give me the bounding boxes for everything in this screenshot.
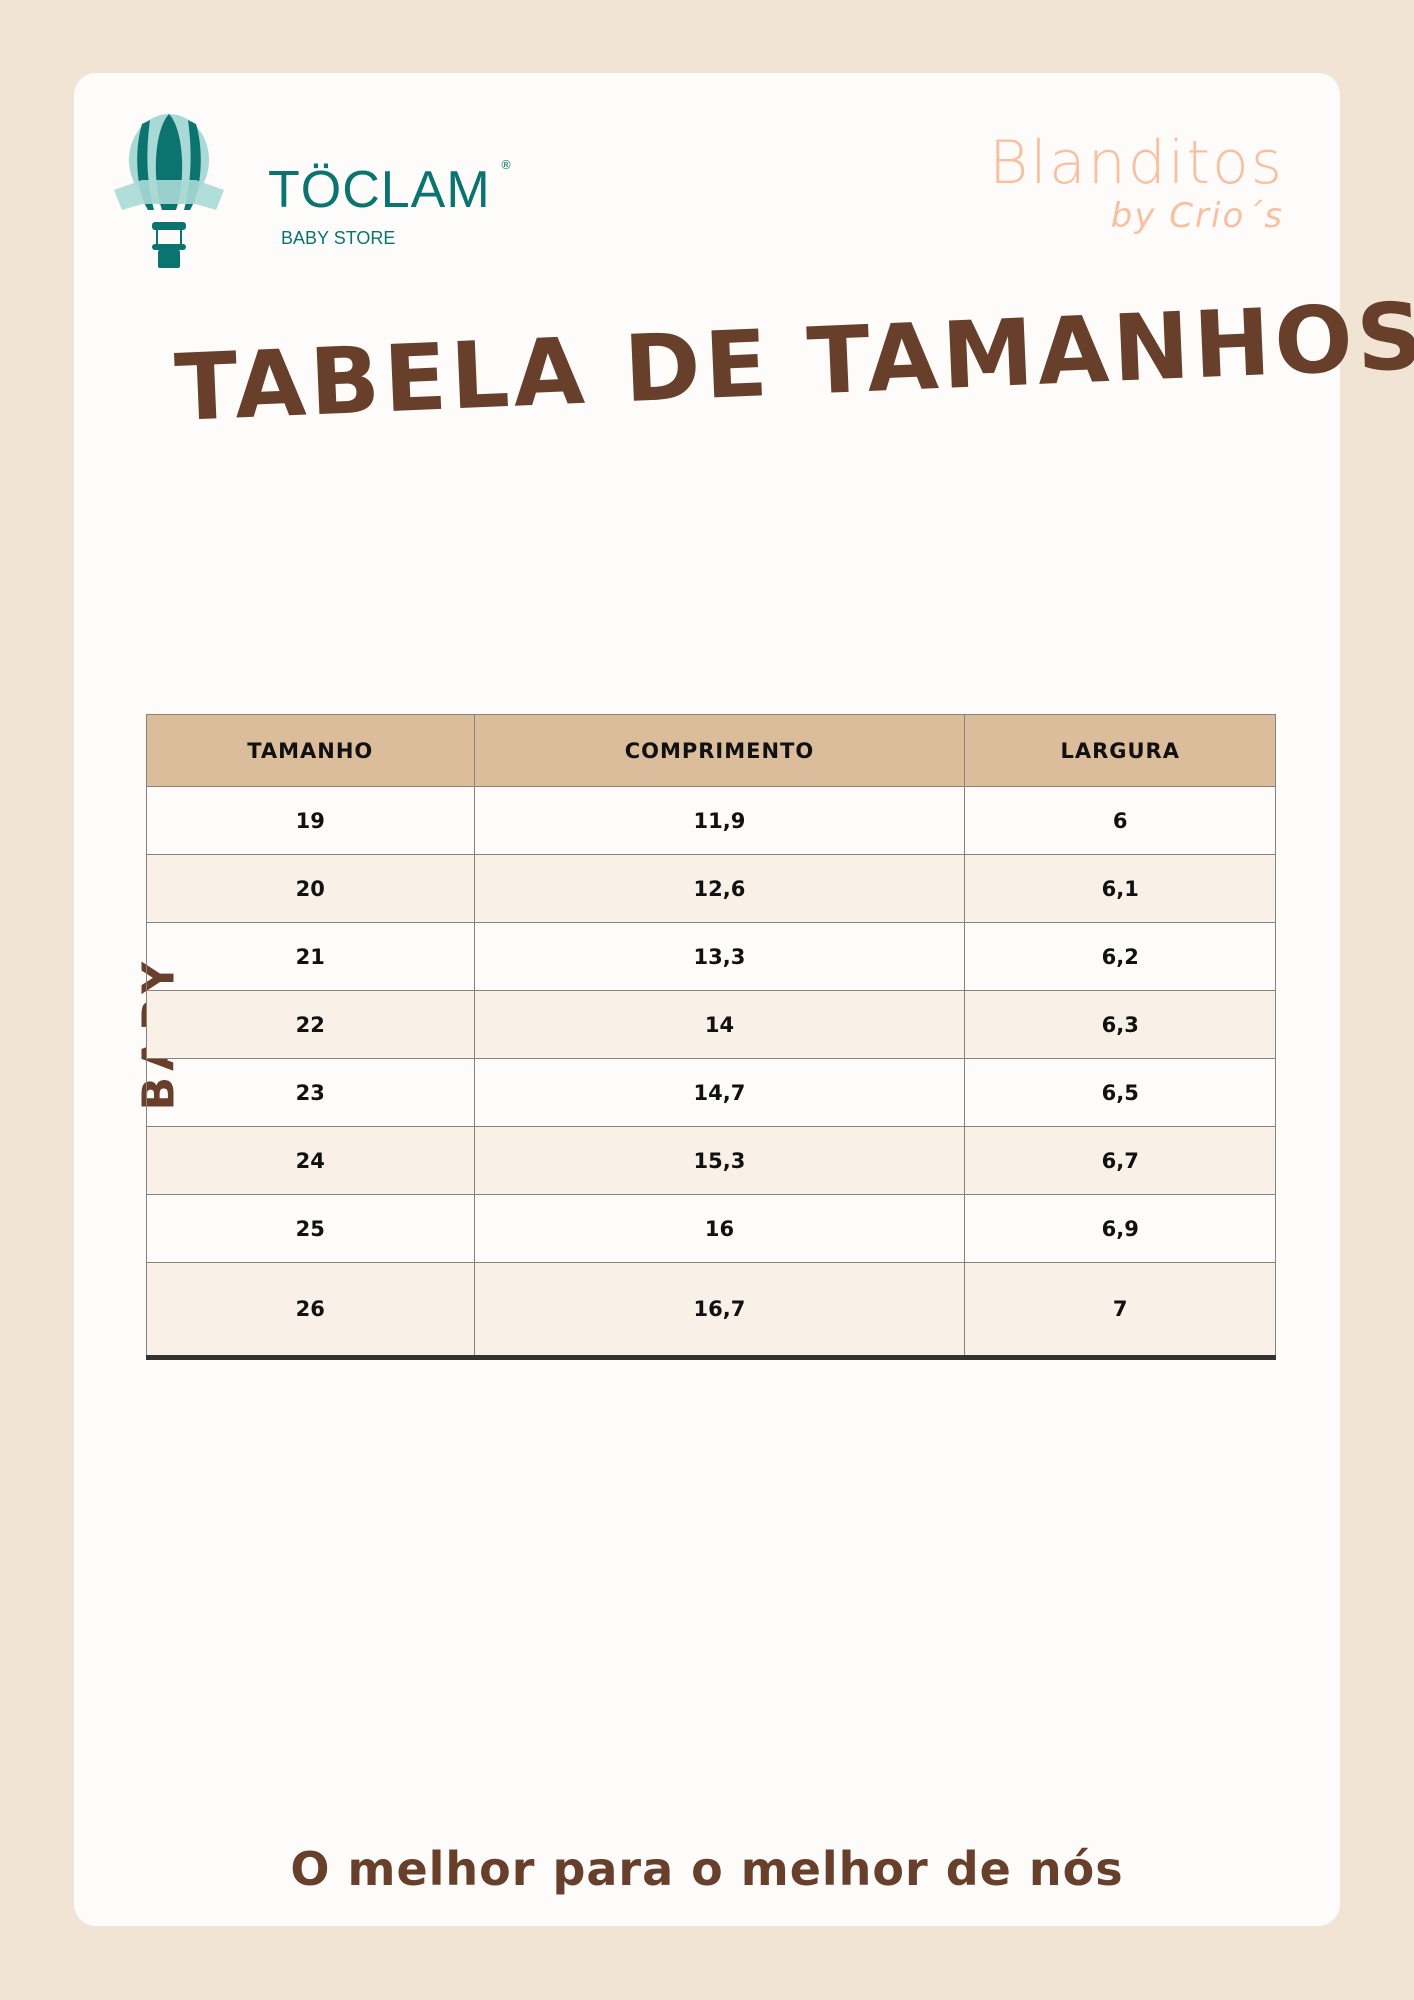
size-table: TAMANHO COMPRIMENTO LARGURA 19 11,9 6 20 12,… <box>146 714 1276 1360</box>
toclam-balloon-logo-icon <box>114 114 224 268</box>
table-cell: 6,2 <box>964 922 1276 991</box>
blanditos-logo: Blanditos <box>988 128 1284 198</box>
table-row: 26 16,7 7 <box>146 1262 1276 1358</box>
table-cell: 6,7 <box>964 1126 1276 1195</box>
table-header-row: TAMANHO COMPRIMENTO LARGURA <box>146 714 1276 787</box>
table-cell: 6,5 <box>964 1058 1276 1127</box>
table-row: 20 12,6 6,1 <box>146 854 1276 923</box>
table-cell: 16,7 <box>473 1262 966 1358</box>
table-cell: 6,9 <box>964 1194 1276 1263</box>
toclam-subtitle: BABY STORE <box>281 228 396 248</box>
toclam-brand: TÖCLAM <box>268 161 491 219</box>
table-cell: 6,1 <box>964 854 1276 923</box>
table-cell: 14 <box>473 990 966 1059</box>
column-header: TAMANHO <box>146 714 475 787</box>
column-header: LARGURA <box>964 714 1276 787</box>
table-cell: 7 <box>964 1262 1276 1358</box>
column-header: COMPRIMENTO <box>473 714 966 787</box>
table-cell: 19 <box>146 786 475 855</box>
table-cell: 11,9 <box>473 786 966 855</box>
table-cell: 21 <box>146 922 475 991</box>
footer-slogan: O melhor para o melhor de nós <box>290 1842 1124 1896</box>
table-cell: 26 <box>146 1262 475 1358</box>
table-cell: 15,3 <box>473 1126 966 1195</box>
blanditos-tagline: by Crio´s <box>1110 196 1284 236</box>
table-row: 22 14 6,3 <box>146 990 1276 1059</box>
table-row: 21 13,3 6,2 <box>146 922 1276 991</box>
table-row: 24 15,3 6,7 <box>146 1126 1276 1195</box>
table-cell: 22 <box>146 990 475 1059</box>
table-cell: 12,6 <box>473 854 966 923</box>
table-row: 23 14,7 6,5 <box>146 1058 1276 1127</box>
table-cell: 24 <box>146 1126 475 1195</box>
table-cell: 6 <box>964 786 1276 855</box>
table-row: 25 16 6,9 <box>146 1194 1276 1263</box>
table-cell: 13,3 <box>473 922 966 991</box>
table-cell: 14,7 <box>473 1058 966 1127</box>
table-cell: 6,3 <box>964 990 1276 1059</box>
table-cell: 25 <box>146 1194 475 1263</box>
table-cell: 20 <box>146 854 475 923</box>
table-cell: 16 <box>473 1194 966 1263</box>
table-cell: 23 <box>146 1058 475 1127</box>
table-row: 19 11,9 6 <box>146 786 1276 855</box>
registered-mark: ® <box>500 158 512 172</box>
